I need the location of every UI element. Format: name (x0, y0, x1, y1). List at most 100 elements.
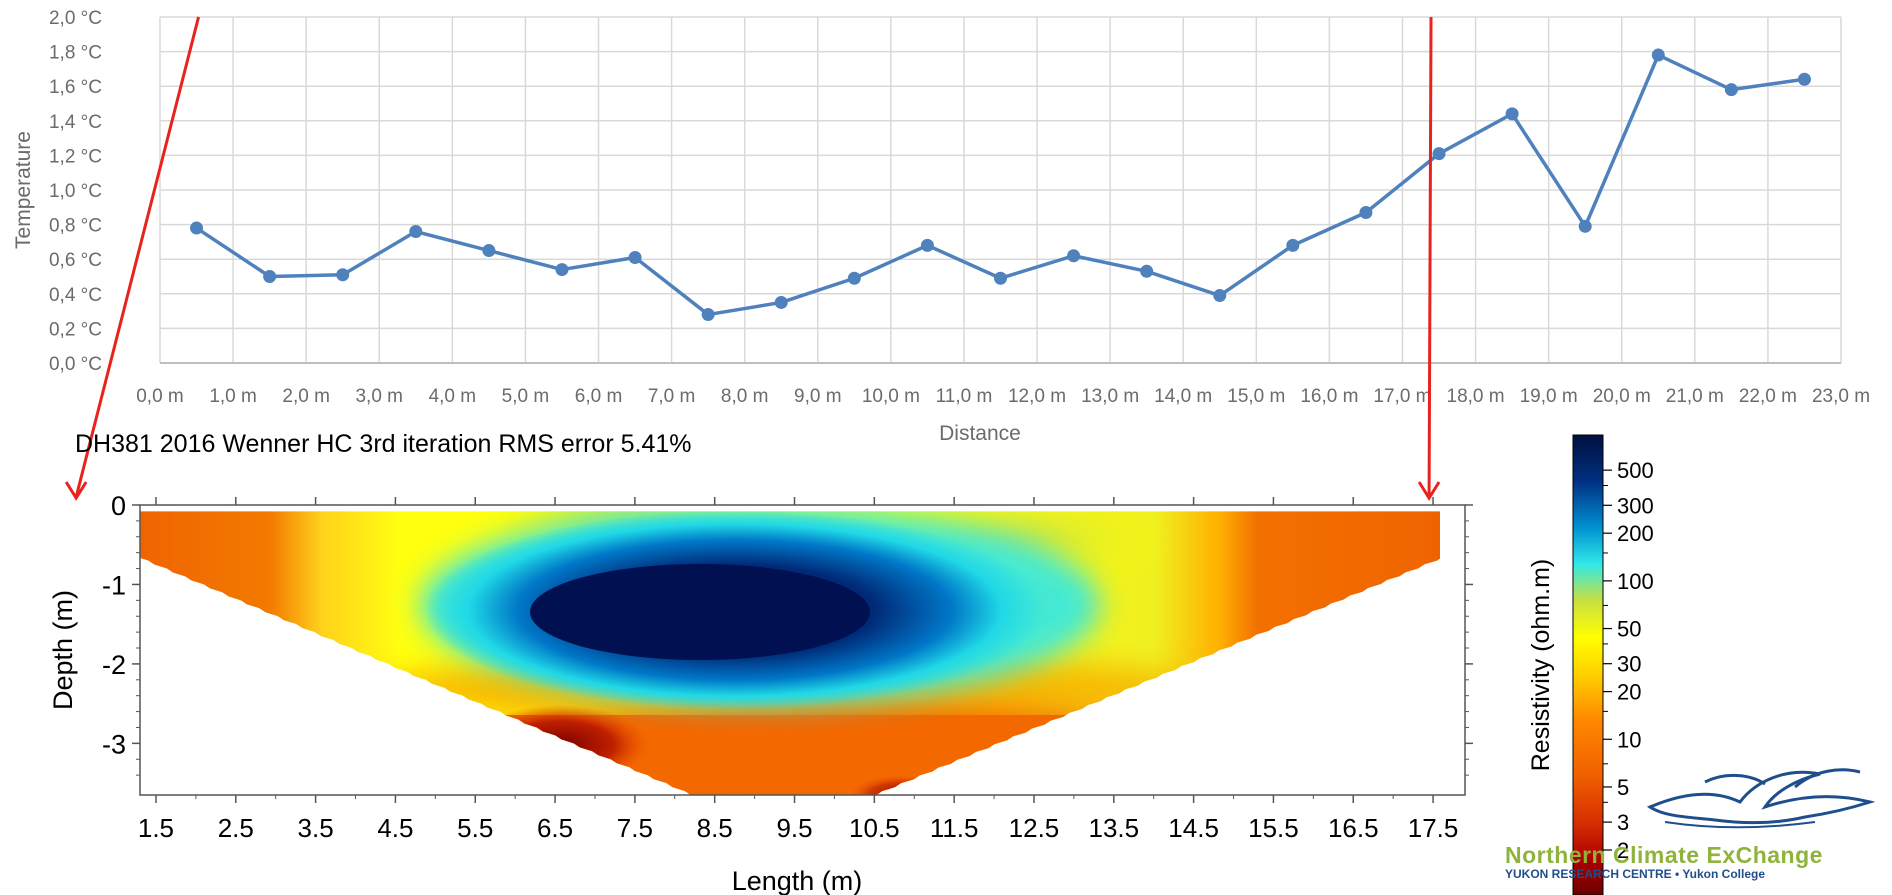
colorbar-tick-label: 50 (1617, 617, 1641, 642)
resistivity-y-tick-label: -3 (102, 729, 126, 759)
temperature-point (1213, 289, 1227, 303)
resistivity-frame (139, 504, 1466, 796)
temperature-chart-grid (159, 16, 1842, 364)
resistivity-title: DH381 2016 Wenner HC 3rd iteration RMS e… (75, 430, 692, 458)
temperature-x-tick-label: 3,0 m (355, 386, 403, 407)
temperature-x-tick-label: 12,0 m (1008, 386, 1066, 407)
temperature-point (701, 308, 715, 322)
colorbar-tick-label: 20 (1617, 680, 1641, 705)
temperature-x-tick-labels: 0,0 m 1,0 m 2,0 m 3,0 m 4,0 m 5,0 m 6,0 m 7,0 m… (136, 386, 1870, 407)
temperature-x-tick-label: 15,0 m (1227, 386, 1285, 407)
bird-logo-icon (1646, 768, 1875, 829)
temperature-y-tick-label: 1,2 °C (49, 146, 102, 167)
resistivity-x-tick-label: 14.5 (1168, 813, 1219, 843)
temperature-x-tick-label: 18,0 m (1447, 386, 1505, 407)
boundary-marker-line (74, 16, 200, 498)
resistivity-x-axis-label: Length (m) (732, 866, 863, 895)
temperature-x-tick-label: 23,0 m (1812, 386, 1870, 407)
resistivity-x-tick-label: 6.5 (537, 813, 573, 843)
colorbar-tick-label: 10 (1617, 727, 1641, 752)
temperature-point (1505, 107, 1519, 121)
northern-climate-exchange-logo: Northern Climate ExChange YUKON RESEARCH… (1505, 762, 1885, 882)
resistivity-x-tick-label: 12.5 (1009, 813, 1060, 843)
colorbar-tick-label: 2 (1617, 838, 1629, 863)
boundary-marker-arrowhead (1417, 481, 1441, 501)
temperature-point (1578, 219, 1592, 233)
temperature-line-chart: 0,0 °C 0,2 °C 0,4 °C 0,6 °C 0,8 °C 1,0 °C 1,2 … (12, 8, 1870, 445)
colorbar-tick-label: 100 (1617, 569, 1654, 594)
boundary-marker-arrowhead (64, 481, 88, 501)
resistivity-x-tick-label: 16.5 (1328, 813, 1379, 843)
colorbar-tick-label: 200 (1617, 521, 1654, 546)
temperature-y-tick-label: 1,4 °C (49, 112, 102, 133)
temperature-y-tick-label: 0,8 °C (49, 216, 102, 237)
temperature-x-tick-label: 14,0 m (1154, 386, 1212, 407)
resistivity-x-tick-label: 10.5 (849, 813, 900, 843)
resistivity-x-tick-label: 1.5 (138, 813, 174, 843)
temperature-x-tick-label: 22,0 m (1739, 386, 1797, 407)
temperature-y-tick-label: 0,6 °C (49, 250, 102, 271)
resistivity-x-tick-label: 13.5 (1088, 813, 1139, 843)
colorbar-tick-label: 3 (1617, 810, 1629, 835)
temperature-x-tick-label: 21,0 m (1666, 386, 1724, 407)
colorbar-tick-label: 500 (1617, 458, 1654, 483)
resistivity-x-tick-label: 2.5 (218, 813, 254, 843)
resistivity-x-tick-label: 8.5 (697, 813, 733, 843)
resistivity-x-tick-label: 15.5 (1248, 813, 1299, 843)
temperature-point (1432, 147, 1446, 161)
temperature-y-tick-labels: 0,0 °C 0,2 °C 0,4 °C 0,6 °C 0,8 °C 1,0 °C 1,2 … (49, 8, 102, 375)
temperature-x-tick-label: 0,0 m (136, 386, 184, 407)
temperature-point (1140, 264, 1154, 278)
logo-name: Northern Climate ExChange (1505, 842, 1823, 868)
resistivity-x-tick-label: 17.5 (1408, 813, 1459, 843)
boundary-marker-line (1427, 16, 1433, 498)
colorbar-tick-label: 300 (1617, 493, 1654, 518)
temperature-x-tick-label: 7,0 m (648, 386, 696, 407)
temperature-point (1286, 238, 1300, 252)
temperature-point (1067, 249, 1081, 263)
temperature-point (263, 270, 277, 283)
temperature-x-tick-label: 9,0 m (794, 386, 842, 407)
temperature-point (994, 271, 1007, 285)
resistivity-fill (140, 511, 1440, 795)
resistivity-x-tick-label: 7.5 (617, 813, 653, 843)
temperature-x-tick-label: 6,0 m (575, 386, 623, 407)
temperature-point (1724, 83, 1738, 97)
resistivity-y-axis-label: Depth (m) (48, 590, 78, 710)
temperature-x-tick-label: 13,0 m (1081, 386, 1139, 407)
temperature-y-tick-label: 1,0 °C (49, 181, 102, 202)
temperature-x-tick-label: 5,0 m (502, 386, 550, 407)
temperature-point (1797, 72, 1811, 86)
temperature-x-tick-label: 10,0 m (862, 386, 920, 407)
resistivity-x-tick-label: 5.5 (457, 813, 493, 843)
temperature-y-tick-label: 0,0 °C (49, 354, 102, 375)
temperature-point (774, 295, 788, 309)
resistivity-x-tick-label: 4.5 (377, 813, 413, 843)
colorbar-label: Resistivity (ohm.m) (1527, 559, 1555, 772)
resistivity-axes: 1.5 2.5 3.5 4.5 5.5 6.5 7.5 8.5 9.5 10.5 11.5 12.5 1… (102, 491, 1473, 843)
resistivity-colorbar: 500 300 200 100 50 30 20 10 5 3 2 Resistivity (ohm… (1527, 434, 1654, 895)
temperature-y-tick-label: 0,2 °C (49, 319, 102, 340)
temperature-x-tick-label: 1,0 m (209, 386, 257, 407)
temperature-point (555, 263, 569, 277)
temperature-point (190, 221, 204, 235)
resistivity-y-tick-label: 0 (111, 491, 126, 521)
boundary-markers (64, 16, 1441, 501)
temperature-x-tick-label: 17,0 m (1373, 386, 1431, 407)
temperature-y-axis-label: Temperature (12, 131, 35, 249)
colorbar-tick-labels: 500 300 200 100 50 30 20 10 5 3 2 (1603, 458, 1654, 863)
temperature-series (190, 48, 1811, 322)
resistivity-y-tick-label: -1 (102, 570, 126, 600)
resistivity-x-tick-label: 11.5 (930, 813, 979, 843)
temperature-x-tick-label: 20,0 m (1593, 386, 1651, 407)
temperature-point (482, 244, 496, 258)
temperature-point (336, 268, 350, 282)
colorbar-tick-label: 30 (1617, 652, 1641, 677)
temperature-x-tick-label: 4,0 m (429, 386, 477, 407)
temperature-point (920, 238, 934, 252)
temperature-y-tick-label: 2,0 °C (49, 8, 102, 29)
temperature-point (847, 271, 861, 285)
resistivity-y-tick-label: -2 (102, 650, 126, 680)
temperature-point (1359, 205, 1373, 219)
